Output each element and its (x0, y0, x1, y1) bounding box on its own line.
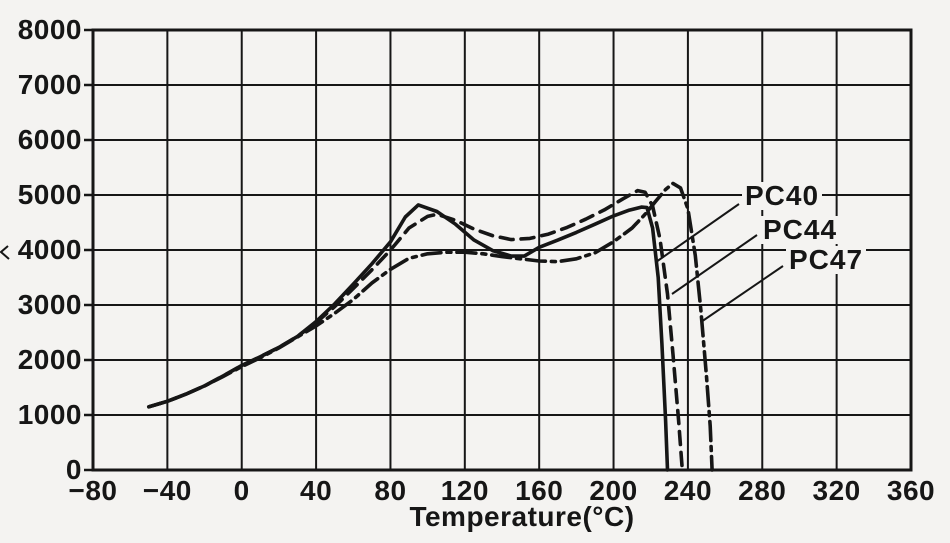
y-tick-label: 2000 (17, 344, 82, 375)
y-tick-label: 6000 (17, 124, 82, 155)
y-tick-label: 5000 (17, 179, 82, 210)
x-tick-label: 200 (589, 475, 638, 506)
y-tick-label: 8000 (17, 14, 82, 45)
series-label-pc40: PC40 (742, 182, 823, 210)
x-tick-label: 360 (886, 475, 936, 506)
x-tick-label: 40 (300, 475, 333, 506)
y-tick-label: 3000 (17, 289, 82, 320)
series-label-pc44: PC44 (760, 216, 841, 244)
x-tick-label: 240 (663, 475, 713, 506)
y-tick-label: 1000 (17, 399, 82, 430)
leader-line-pc47 (700, 265, 784, 323)
series-line-pc40 (147, 203, 670, 472)
x-tick-label: −40 (142, 475, 192, 506)
y-tick-label: 7000 (17, 69, 82, 100)
x-tick-label: 160 (515, 475, 564, 506)
leader-line-pc40 (655, 203, 740, 263)
x-axis-title: Temperature(°C) (409, 501, 635, 532)
y-tick-label: 0 (65, 454, 82, 485)
x-tick-label: 120 (440, 475, 489, 506)
x-tick-label: 320 (812, 475, 861, 506)
x-tick-label: 80 (374, 475, 407, 506)
series-label-pc47: PC47 (786, 246, 867, 274)
x-tick-label: 280 (738, 475, 787, 506)
y-tick-label: 4000 (17, 234, 82, 265)
series-line-pc44 (147, 188, 685, 472)
x-tick-label: 0 (233, 475, 250, 506)
cropped-y-axis-label-mark (0, 245, 10, 260)
leader-line-pc44 (671, 234, 758, 295)
series-line-pc47 (147, 181, 714, 472)
plot-frame (91, 28, 913, 472)
x-tick-label: −80 (68, 475, 118, 506)
